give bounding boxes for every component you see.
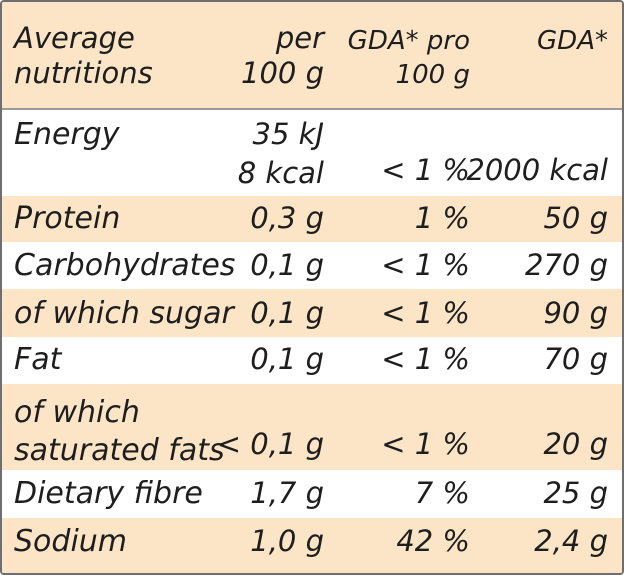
per-100g-value: 1,7 g <box>250 476 324 510</box>
gda-value: 50 g <box>543 201 608 235</box>
per-100g-value: 0,3 g <box>250 201 324 235</box>
gda-value: 90 g <box>543 296 608 330</box>
gda-percent: < 1 % <box>381 248 470 282</box>
table-row: Protein 0,3 g 1 % 50 g <box>2 196 622 242</box>
table-row: Dietary fibre 1,7 g 7 % 25 g <box>2 470 622 518</box>
gda-percent: < 1 % <box>381 153 470 187</box>
gda-value: 2000 kcal <box>466 153 608 187</box>
gda-percent: 7 % <box>414 476 470 510</box>
gda-percent: 42 % <box>396 524 470 558</box>
nutrient-name: of which saturated fats <box>14 395 225 468</box>
table-row: of which saturated fats < 0,1 g < 1 % 20… <box>2 384 622 470</box>
nutrient-name: Carbohydrates <box>14 248 236 283</box>
nutrient-name: Dietary fibre <box>14 476 203 511</box>
nutrient-name: Fat <box>14 342 62 377</box>
header-divider <box>2 108 622 110</box>
per-100g-value: < 0,1 g <box>216 427 324 461</box>
header-per-100g: per 100 g <box>241 21 324 90</box>
header-nutrient: Average nutritions <box>14 21 153 90</box>
gda-percent: < 1 % <box>381 427 470 461</box>
table-row: of which sugar 0,1 g < 1 % 90 g <box>2 289 622 337</box>
table-header: Average nutritions per 100 g GDA* pro 10… <box>2 2 622 110</box>
nutrient-name: of which sugar <box>14 296 234 331</box>
table-row: Fat 0,1 g < 1 % 70 g <box>2 337 622 384</box>
gda-percent: < 1 % <box>381 342 470 376</box>
gda-value: 25 g <box>543 476 608 510</box>
nutrient-name: Protein <box>14 201 121 236</box>
table-row: Energy 35 kJ 8 kcal < 1 % 2000 kcal <box>2 110 622 196</box>
gda-value: 270 g <box>525 248 608 282</box>
per-100g-value: 0,1 g <box>250 296 324 330</box>
nutrient-name: Energy <box>14 117 120 152</box>
gda-percent: 1 % <box>414 201 470 235</box>
table-row: Sodium 1,0 g 42 % 2,4 g <box>2 518 622 573</box>
per-100g-value: 35 kJ 8 kcal <box>237 117 324 190</box>
per-100g-value: 0,1 g <box>250 248 324 282</box>
header-gda-pro-100g: GDA* pro 100 g <box>347 26 470 90</box>
per-100g-value: 0,1 g <box>250 342 324 376</box>
gda-percent: < 1 % <box>381 296 470 330</box>
gda-value: 2,4 g <box>534 524 608 558</box>
nutrient-name: Sodium <box>14 524 128 559</box>
per-100g-value: 1,0 g <box>250 524 324 558</box>
gda-value: 20 g <box>543 427 608 461</box>
table-row: Carbohydrates 0,1 g < 1 % 270 g <box>2 242 622 289</box>
gda-value: 70 g <box>543 342 608 376</box>
header-gda: GDA* <box>537 26 608 56</box>
